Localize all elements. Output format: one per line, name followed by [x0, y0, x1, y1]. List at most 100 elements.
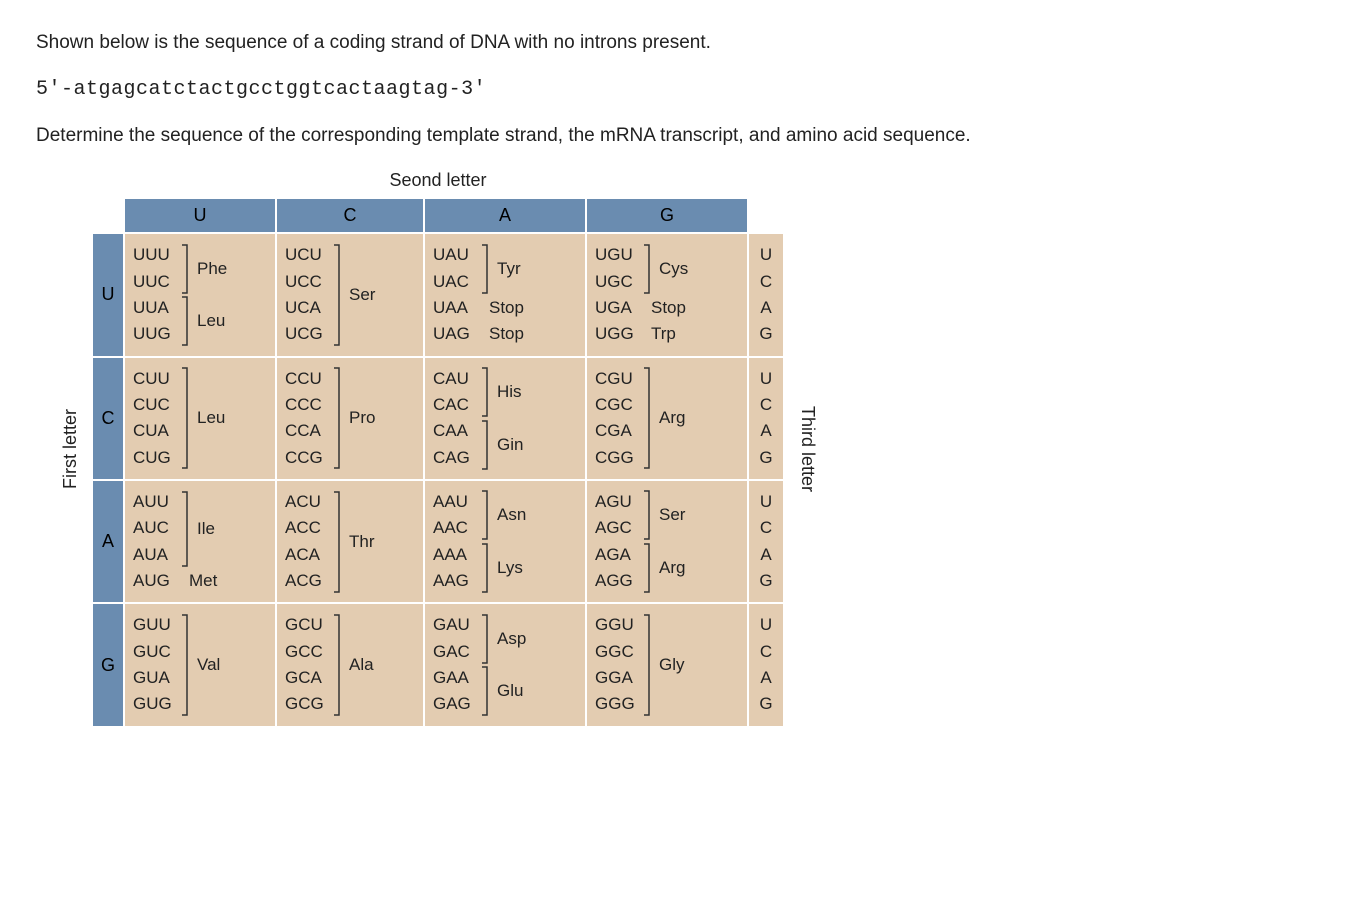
bracket-icon: [181, 489, 191, 568]
cell-UU: UUUUUC Phe UUAUUG Leu: [124, 233, 276, 356]
cell-GA: GAUGAC Asp GAAGAG Glu: [424, 603, 586, 726]
amino-acid-label: Val: [195, 655, 224, 675]
third-letter-col: UCAG: [748, 603, 784, 726]
amino-acid-label: Ser: [657, 505, 689, 525]
cell-GC: GCUGCCGCAGCG Ala: [276, 603, 424, 726]
amino-acid-label: Lys: [495, 558, 527, 578]
bracket-icon: [181, 366, 191, 471]
first-letter-label: First letter: [60, 409, 81, 489]
bracket-icon: [181, 612, 191, 717]
amino-acid-label: Pro: [347, 408, 379, 428]
cell-CG: CGUCGCCGACGG Arg: [586, 357, 748, 480]
codon-table: UCAGU UUUUUC Phe UUAUUG Leu UCUUCCUCAUCG…: [91, 197, 785, 728]
bracket-icon: [481, 612, 491, 665]
cell-AU: AUUAUCAUA Ile AUGMet: [124, 480, 276, 603]
codon-group: GGUGGCGGAGGG Gly: [595, 612, 739, 717]
row-header-U: U: [92, 233, 124, 356]
cell-GU: GUUGUCGUAGUG Val: [124, 603, 276, 726]
third-letter-col: UCAG: [748, 357, 784, 480]
codon-group: AGAAGG Arg: [595, 542, 739, 595]
codon-group: AAUAAC Asn: [433, 489, 577, 542]
bracket-icon: [643, 242, 653, 295]
codon-group: CGUCGCCGACGG Arg: [595, 366, 739, 471]
bracket-icon: [643, 489, 653, 542]
amino-acid-label: Thr: [347, 532, 379, 552]
amino-acid-label: Asn: [495, 505, 530, 525]
row-header-G: G: [92, 603, 124, 726]
cell-AC: ACUACCACAACG Thr: [276, 480, 424, 603]
codon-group: GAAGAG Glu: [433, 665, 577, 718]
codon-group: ACUACCACAACG Thr: [285, 489, 415, 594]
amino-acid-label: Cys: [657, 259, 692, 279]
bracket-icon: [181, 242, 191, 295]
bracket-icon: [481, 242, 491, 295]
amino-acid-label: Arg: [657, 558, 689, 578]
codon-group: CUUCUCCUACUG Leu: [133, 366, 267, 471]
question-line-2: Determine the sequence of the correspond…: [36, 123, 1314, 149]
cell-AG: AGUAGC Ser AGAAGG Arg: [586, 480, 748, 603]
amino-acid-label: Glu: [495, 681, 527, 701]
codon-group: GAUGAC Asp: [433, 612, 577, 665]
row-header-A: A: [92, 480, 124, 603]
cell-AA: AAUAAC Asn AAAAAG Lys: [424, 480, 586, 603]
amino-acid-label: Gin: [495, 435, 527, 455]
bracket-icon: [643, 612, 653, 717]
col-header-C: C: [276, 198, 424, 233]
amino-acid-label: His: [495, 382, 526, 402]
bracket-icon: [481, 366, 491, 419]
question-line-1: Shown below is the sequence of a coding …: [36, 30, 1314, 56]
bracket-icon: [643, 542, 653, 595]
codon-row: UAGStop: [433, 321, 577, 347]
amino-acid-label: Ser: [347, 285, 379, 305]
cell-UA: UAUUAC Tyr UAAStop UAGStop: [424, 233, 586, 356]
bracket-icon: [481, 665, 491, 718]
codon-row: UGAStop: [595, 295, 739, 321]
cell-CA: CAUCAC His CAACAG Gin: [424, 357, 586, 480]
third-letter-col: UCAG: [748, 480, 784, 603]
bracket-icon: [333, 612, 343, 717]
row-header-C: C: [92, 357, 124, 480]
codon-chart: First letter Seond letter UCAGU UUUUUC P…: [60, 170, 1314, 728]
col-header-A: A: [424, 198, 586, 233]
codon-group: UCUUCCUCAUCG Ser: [285, 242, 415, 347]
cell-CU: CUUCUCCUACUG Leu: [124, 357, 276, 480]
amino-acid-label: Phe: [195, 259, 231, 279]
codon-row: AUGMet: [133, 568, 267, 594]
bracket-icon: [333, 366, 343, 471]
codon-group: AAAAAG Lys: [433, 542, 577, 595]
amino-acid-label: Asp: [495, 629, 530, 649]
cell-GG: GGUGGCGGAGGG Gly: [586, 603, 748, 726]
amino-acid-label: Gly: [657, 655, 689, 675]
amino-acid-label: Ile: [195, 519, 219, 539]
dna-sequence: 5'-atgagcatctactgcctggtcactaagtag-3': [36, 78, 1314, 101]
amino-acid-label: Arg: [657, 408, 689, 428]
amino-acid-label: Ala: [347, 655, 378, 675]
codon-group: CAUCAC His: [433, 366, 577, 419]
third-letter-label: Third letter: [797, 406, 818, 492]
codon-group: CAACAG Gin: [433, 418, 577, 471]
bracket-icon: [481, 489, 491, 542]
codon-row: UGGTrp: [595, 321, 739, 347]
bracket-icon: [643, 366, 653, 471]
col-header-G: G: [586, 198, 748, 233]
bracket-icon: [481, 542, 491, 595]
amino-acid-label: Leu: [195, 311, 229, 331]
codon-group: UUAUUG Leu: [133, 295, 267, 348]
codon-group: AUUAUCAUA Ile: [133, 489, 267, 568]
bracket-icon: [481, 418, 491, 471]
bracket-icon: [333, 242, 343, 347]
cell-UC: UCUUCCUCAUCG Ser: [276, 233, 424, 356]
third-letter-col: UCAG: [748, 233, 784, 356]
codon-group: GUUGUCGUAGUG Val: [133, 612, 267, 717]
codon-group: UGUUGC Cys: [595, 242, 739, 295]
cell-UG: UGUUGC Cys UGAStop UGGTrp: [586, 233, 748, 356]
second-letter-label: Seond letter: [91, 170, 785, 191]
codon-row: UAAStop: [433, 295, 577, 321]
amino-acid-label: Tyr: [495, 259, 525, 279]
bracket-icon: [333, 489, 343, 594]
codon-group: CCUCCCCCACCG Pro: [285, 366, 415, 471]
bracket-icon: [181, 295, 191, 348]
col-header-U: U: [124, 198, 276, 233]
codon-group: AGUAGC Ser: [595, 489, 739, 542]
amino-acid-label: Leu: [195, 408, 229, 428]
